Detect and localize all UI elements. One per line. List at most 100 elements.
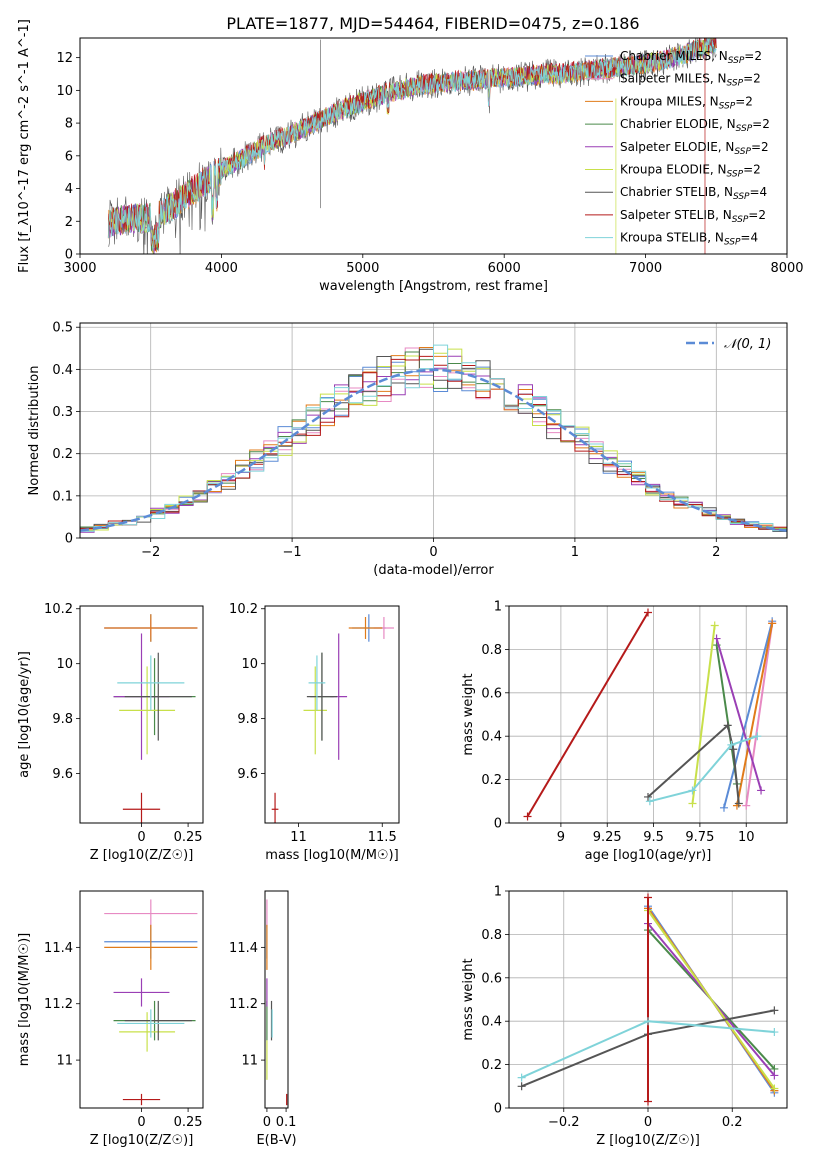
x-tick-label: 0.25 [174, 830, 203, 845]
weight-marker-8 [644, 1017, 652, 1026]
x-tick-label: 0 [644, 1115, 652, 1130]
x-axis-label: mass [log10(M/M☉)] [265, 848, 398, 863]
y-tick-label: 10.2 [44, 602, 73, 617]
y-tick-label: 10 [241, 657, 258, 672]
age_vs_Z-panel: 0 0.25 9.6 9.8 10 10.2 Z [log10(Z/Z☉)] age [log… [17, 602, 204, 863]
weight-line-7 [526, 611, 649, 818]
residuals-panel: −2 −1 0 1 2 0 0.1 0.2 0.3 0.4 0.5 (data-model)/erro… [27, 321, 788, 578]
legend-label-8: Kroupa STELIB, NSSP=4 [620, 231, 758, 248]
x-tick-label: 11 [290, 830, 307, 845]
y-tick-label: 0.3 [52, 405, 73, 420]
weight-marker-8 [727, 740, 736, 749]
legend-label-0: Chabrier MILES, NSSP=2 [620, 49, 762, 66]
legend-label-3: Chabrier ELODIE, NSSP=2 [620, 117, 770, 134]
mass_weight_vs_Z-panel: −0.2 0 0.2 0 0.2 0.4 0.6 0.8 1 Z [log10(Z/Z☉)] mas… [461, 885, 788, 1148]
y-tick-label: 0.1 [52, 489, 73, 504]
weight-marker-6 [734, 799, 743, 808]
y-tick-label: 10.2 [229, 602, 258, 617]
x-tick-label: 9.5 [643, 830, 664, 845]
x-tick-label: 9.25 [593, 830, 622, 845]
y-tick-label: 0.4 [481, 1015, 502, 1030]
spectrum-legend: Chabrier MILES, NSSP=2 Salpeter MILES, NS… [585, 49, 770, 248]
weight-line-2 [736, 623, 774, 806]
x-tick-label: 9 [557, 830, 565, 845]
charts-container: 3000 4000 5000 6000 7000 8000024681012wavelen… [17, 19, 804, 1148]
weight-marker-8 [770, 1028, 779, 1037]
legend-label-1: Salpeter MILES, NSSP=2 [620, 72, 761, 89]
x-axis-label: (data-model)/error [373, 563, 494, 578]
y-axis-label: mass weight [461, 673, 476, 755]
weight-marker-1 [742, 801, 751, 810]
mass_weight_vs_age-plot-area [523, 608, 777, 821]
weight-line-6 [647, 723, 740, 804]
y-tick-label: 11.2 [44, 997, 73, 1012]
weight-marker-6 [517, 1082, 526, 1091]
spectrum-panel: 3000 4000 5000 6000 7000 8000 0 2 4 6 8 10 12 wavelen… [17, 19, 804, 294]
figure-title: PLATE=1877, MJD=54464, FIBERID=0475, z=0… [226, 14, 639, 33]
normal-curve [80, 368, 787, 532]
weight-marker-2 [732, 801, 741, 810]
y-tick-label: 1 [494, 885, 502, 900]
x-axis-label: Z [log10(Z/Z☉)] [90, 1133, 194, 1148]
y-tick-label: 6 [65, 149, 73, 164]
legend-label-7: Salpeter STELIB, NSSP=2 [620, 208, 766, 225]
y-axis-label: Flux [f_λ10^-17 erg cm^-2 s^-1 A^-1] [17, 19, 32, 273]
weight-marker-8 [753, 732, 762, 741]
x-axis-label: wavelength [Angstrom, rest frame] [319, 279, 548, 294]
y-tick-label: 10 [56, 84, 73, 99]
weight-line-0 [723, 620, 774, 809]
x-tick-label: 4000 [205, 261, 238, 276]
y-tick-label: 0.8 [481, 643, 502, 658]
x-tick-label: 11.5 [368, 830, 397, 845]
x-tick-label: 0.2 [722, 1115, 743, 1130]
weight-line-5 [647, 909, 776, 1090]
weight-marker-4 [757, 786, 766, 795]
mass_vs_Z-panel: 0 0.25 11 11.2 11.4 Z [log10(Z/Z☉)] mass [log1… [17, 890, 204, 1148]
weight-marker-7 [644, 608, 652, 617]
y-axis-label: mass [log10(M/M☉)] [17, 933, 32, 1066]
axes-frame [79, 37, 788, 255]
weight-line-1 [745, 623, 774, 806]
y-tick-label: 10 [56, 657, 73, 672]
legend-label-normal: 𝒩(0, 1) [724, 337, 771, 352]
y-tick-label: 0.2 [481, 773, 502, 788]
y-axis-label: Normed distribution [27, 366, 42, 496]
weight-marker-6 [644, 792, 652, 801]
axes-frame [264, 890, 289, 1109]
mass_weight_vs_Z-plot-area [517, 893, 779, 1106]
weight-marker-7 [523, 812, 532, 821]
x-tick-label: 6000 [488, 261, 521, 276]
x-axis-label: Z [log10(Z/Z☉)] [596, 1133, 700, 1148]
spectrum-plot-area [107, 38, 717, 254]
y-tick-label: 4 [65, 182, 73, 197]
y-tick-label: 0.2 [481, 1058, 502, 1073]
weight-marker-5 [710, 621, 719, 630]
weight-marker-6 [723, 721, 732, 730]
age_vs_mass-panel: 11 11.5 9.6 9.8 10 10.2 mass [log10(M/M☉)] [229, 602, 400, 863]
y-tick-label: 0.6 [481, 971, 502, 986]
mass_vs_Z-plot-area [104, 899, 198, 1106]
y-tick-label: 0.2 [52, 447, 73, 462]
legend-label-4: Salpeter ELODIE, NSSP=2 [620, 140, 769, 157]
y-tick-label: 9.8 [237, 712, 258, 727]
spectrum-line-8 [107, 38, 717, 251]
x-tick-label: 7000 [629, 261, 662, 276]
weight-marker-7 [644, 1097, 652, 1106]
y-tick-label: 11.4 [229, 941, 258, 956]
age_vs_mass-plot-area [271, 614, 394, 823]
x-tick-label: −0.2 [548, 1115, 580, 1130]
legend-label-6: Chabrier STELIB, NSSP=4 [620, 185, 767, 202]
y-tick-label: 0.4 [481, 730, 502, 745]
weight-marker-6 [729, 745, 738, 754]
x-tick-label: 0 [137, 830, 145, 845]
x-tick-label: 5000 [346, 261, 379, 276]
x-tick-label: 0 [429, 545, 437, 560]
axes-frame [264, 605, 400, 824]
x-tick-label: 2 [712, 545, 720, 560]
y-tick-label: 0 [494, 817, 502, 832]
y-tick-label: 11.4 [44, 941, 73, 956]
legend-label-5: Kroupa ELODIE, NSSP=2 [620, 163, 761, 180]
y-tick-label: 0 [65, 532, 73, 547]
weight-marker-7 [644, 893, 652, 902]
